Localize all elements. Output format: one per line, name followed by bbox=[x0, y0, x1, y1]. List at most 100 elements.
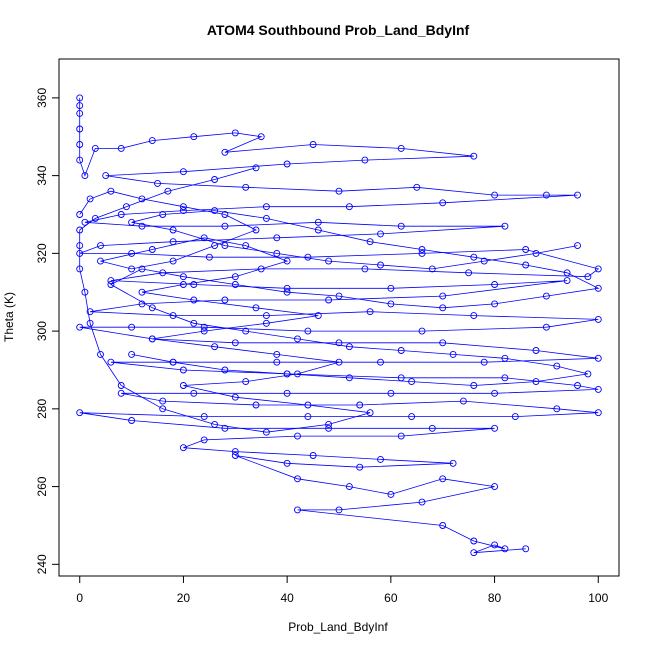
data-point bbox=[107, 358, 115, 366]
data-point bbox=[221, 222, 229, 230]
series-line bbox=[110, 210, 600, 386]
data-point bbox=[107, 187, 115, 195]
data-point bbox=[574, 191, 581, 199]
data-point bbox=[252, 226, 260, 234]
data-point bbox=[91, 214, 99, 222]
data-point bbox=[522, 246, 530, 253]
data-point bbox=[91, 144, 99, 152]
data-point bbox=[491, 300, 499, 308]
data-point bbox=[387, 300, 395, 308]
data-point bbox=[283, 370, 291, 378]
data-point bbox=[283, 288, 291, 296]
data-point bbox=[200, 323, 208, 331]
data-point bbox=[231, 393, 239, 401]
data-point bbox=[262, 319, 270, 327]
data-point bbox=[314, 218, 322, 226]
data-point bbox=[128, 323, 136, 331]
data-point bbox=[345, 374, 353, 382]
data-point bbox=[413, 183, 421, 191]
data-point bbox=[470, 253, 478, 261]
data-point bbox=[283, 389, 291, 397]
data-point bbox=[397, 144, 405, 152]
data-point bbox=[418, 498, 426, 506]
data-point bbox=[76, 125, 84, 133]
data-point bbox=[480, 257, 488, 265]
data-point bbox=[428, 424, 436, 432]
data-point bbox=[138, 265, 146, 273]
data-point bbox=[262, 203, 270, 211]
data-point bbox=[117, 382, 125, 389]
data-point bbox=[377, 230, 384, 238]
data-point bbox=[356, 401, 364, 409]
data-point bbox=[377, 358, 384, 366]
data-point bbox=[584, 370, 592, 378]
data-point bbox=[107, 277, 115, 285]
data-point bbox=[179, 281, 187, 288]
data-point bbox=[107, 281, 115, 288]
data-point bbox=[97, 350, 104, 358]
data-point bbox=[81, 288, 89, 296]
data-point bbox=[532, 249, 540, 257]
data-point bbox=[231, 129, 239, 137]
data-point bbox=[190, 133, 198, 141]
data-point bbox=[262, 428, 270, 436]
data-point bbox=[76, 265, 84, 273]
data-point bbox=[459, 397, 467, 405]
data-point bbox=[314, 312, 322, 320]
data-point bbox=[257, 265, 265, 273]
data-point bbox=[304, 401, 312, 409]
data-point bbox=[97, 242, 104, 250]
data-point bbox=[231, 448, 239, 456]
data-point bbox=[148, 304, 156, 312]
data-point bbox=[594, 354, 602, 362]
data-point bbox=[159, 405, 167, 413]
data-point bbox=[242, 378, 250, 386]
data-point bbox=[273, 358, 281, 366]
data-point bbox=[76, 141, 84, 148]
data-point bbox=[594, 409, 602, 417]
data-point bbox=[117, 389, 125, 397]
data-point bbox=[169, 257, 177, 265]
data-point bbox=[294, 432, 301, 440]
plot-frame bbox=[58, 58, 620, 577]
data-point bbox=[86, 319, 94, 327]
y-tick-label: 280 bbox=[35, 399, 49, 419]
data-point bbox=[501, 374, 509, 382]
data-point bbox=[335, 358, 343, 366]
data-point bbox=[387, 490, 395, 498]
data-point bbox=[154, 179, 161, 187]
data-point bbox=[179, 168, 187, 176]
data-point bbox=[418, 327, 426, 335]
data-point bbox=[563, 269, 571, 277]
data-point bbox=[522, 261, 530, 269]
data-point bbox=[86, 308, 94, 316]
data-point bbox=[491, 389, 499, 397]
data-point bbox=[148, 246, 156, 253]
data-point bbox=[179, 273, 187, 281]
data-point bbox=[594, 265, 602, 273]
data-point bbox=[470, 152, 478, 160]
data-point bbox=[470, 549, 478, 557]
data-point bbox=[439, 199, 447, 207]
data-point bbox=[179, 203, 187, 211]
series-0 bbox=[76, 94, 602, 557]
data-point bbox=[532, 378, 540, 386]
data-point bbox=[117, 211, 125, 218]
data-point bbox=[221, 211, 229, 218]
data-point bbox=[148, 335, 156, 343]
data-point bbox=[138, 288, 146, 296]
data-point bbox=[262, 214, 270, 222]
data-point bbox=[257, 133, 265, 141]
data-point bbox=[294, 335, 301, 343]
data-point bbox=[594, 315, 602, 323]
data-point bbox=[221, 366, 229, 374]
data-point bbox=[179, 444, 187, 452]
data-point bbox=[361, 265, 369, 273]
x-tick-label: 40 bbox=[280, 591, 294, 605]
data-point bbox=[128, 218, 136, 226]
data-point bbox=[252, 164, 260, 172]
y-axis: 240 260 280 300 320 340 360 bbox=[35, 88, 59, 574]
data-point bbox=[76, 156, 84, 164]
data-point bbox=[345, 343, 353, 351]
